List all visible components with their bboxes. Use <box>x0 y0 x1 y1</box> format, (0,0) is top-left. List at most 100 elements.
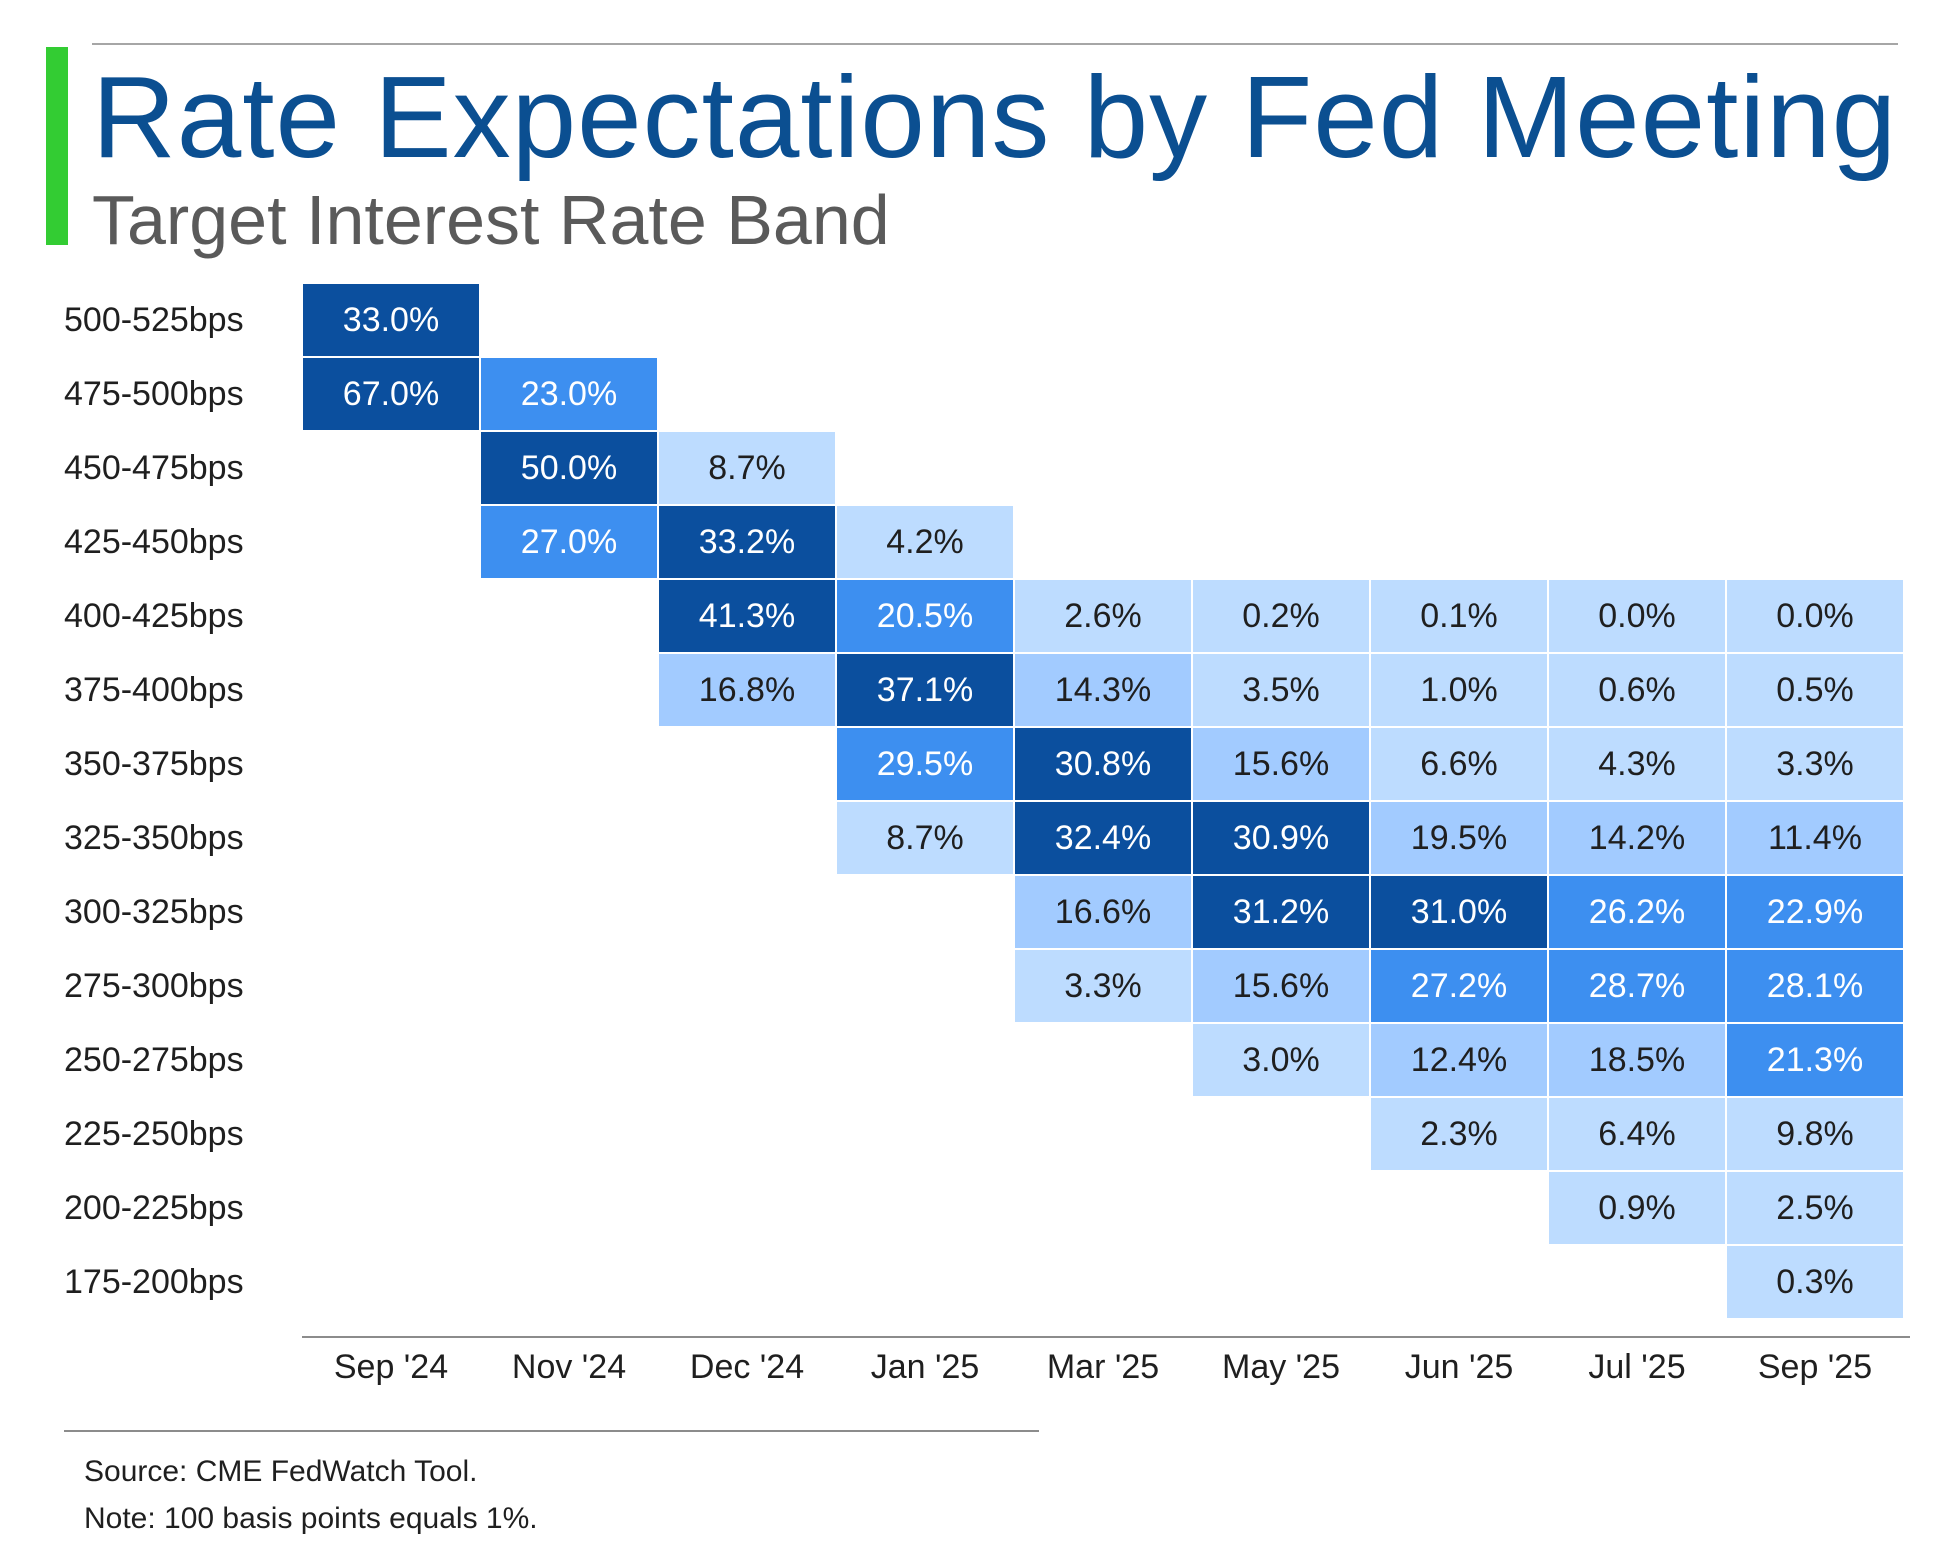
cell-value-label: 8.7% <box>886 819 964 857</box>
cell-value-label: 27.2% <box>1411 967 1507 1005</box>
chart-subtitle: Target Interest Rate Band <box>92 181 890 259</box>
heatmap-cell <box>1549 1024 1725 1096</box>
heatmap-cell <box>1193 876 1369 948</box>
row-label: 175-200bps <box>64 1263 244 1301</box>
cell-value-label: 26.2% <box>1589 893 1685 931</box>
heatmap-cell <box>837 802 1013 874</box>
heatmap-cell <box>1549 580 1725 652</box>
cell-value-label: 6.6% <box>1420 745 1498 783</box>
heatmap-cell <box>1193 802 1369 874</box>
heatmap-cell <box>659 432 835 504</box>
heatmap-cell <box>1549 654 1725 726</box>
cell-value-label: 37.1% <box>877 671 973 709</box>
heatmap-cell <box>1727 802 1903 874</box>
heatmap-cell <box>1193 580 1369 652</box>
accent-bar <box>46 47 68 245</box>
heatmap-chart: 500-525bps 475-500bps 450-475bps 425-450bps… <box>64 284 1910 1386</box>
row-label: 400-425bps <box>64 597 244 635</box>
heatmap-cell <box>659 506 835 578</box>
heatmap-cell <box>837 728 1013 800</box>
heatmap-cell <box>1371 802 1547 874</box>
cell-value-label: 19.5% <box>1411 819 1507 857</box>
cell-value-label: 8.7% <box>708 449 786 487</box>
cell-value-label: 2.6% <box>1064 597 1142 635</box>
row-label: 250-275bps <box>64 1041 244 1079</box>
heatmap-cell <box>1371 1098 1547 1170</box>
cell-value-label: 28.7% <box>1589 967 1685 1005</box>
x-tick-label: Jan '25 <box>871 1348 980 1386</box>
heatmap-cell <box>1015 802 1191 874</box>
cell-value-label: 41.3% <box>699 597 795 635</box>
chart-title: Rate Expectations by Fed Meeting <box>92 52 1898 182</box>
heatmap-cell <box>1549 950 1725 1022</box>
heatmap-cell <box>303 284 479 356</box>
heatmap-cell <box>1371 580 1547 652</box>
cell-value-label: 31.2% <box>1233 893 1329 931</box>
heatmap-cell <box>1371 728 1547 800</box>
source-rule <box>64 1430 1039 1432</box>
row-label: 325-350bps <box>64 819 244 857</box>
heatmap-cell <box>837 506 1013 578</box>
heatmap-cell <box>1727 950 1903 1022</box>
row-label: 500-525bps <box>64 301 244 339</box>
x-tick-label: Mar '25 <box>1047 1348 1159 1386</box>
cell-value-label: 4.2% <box>886 523 964 561</box>
heatmap-cell <box>1015 580 1191 652</box>
heatmap-cell <box>481 432 657 504</box>
cell-value-label: 3.5% <box>1242 671 1320 709</box>
cell-value-label: 20.5% <box>877 597 973 635</box>
heatmap-cell <box>1193 654 1369 726</box>
heatmap-cell <box>1727 580 1903 652</box>
heatmap-cell <box>1549 802 1725 874</box>
cell-value-label: 29.5% <box>877 745 973 783</box>
x-tick-label: Jun '25 <box>1405 1348 1514 1386</box>
top-rule <box>92 43 1898 45</box>
cell-value-label: 1.0% <box>1420 671 1498 709</box>
heatmap-cell <box>481 358 657 430</box>
cell-value-label: 9.8% <box>1776 1115 1854 1153</box>
cell-value-label: 21.3% <box>1767 1041 1863 1079</box>
row-label: 200-225bps <box>64 1189 244 1227</box>
cell-value-label: 67.0% <box>343 375 439 413</box>
heatmap-cell <box>1549 728 1725 800</box>
heatmap-cell <box>1727 1098 1903 1170</box>
cell-value-label: 0.1% <box>1420 597 1498 635</box>
cell-value-label: 0.0% <box>1598 597 1676 635</box>
cell-value-label: 22.9% <box>1767 893 1863 931</box>
source-note: Source: CME FedWatch Tool. <box>84 1455 478 1488</box>
cell-value-label: 3.0% <box>1242 1041 1320 1079</box>
heatmap-cell <box>1015 950 1191 1022</box>
cell-value-label: 28.1% <box>1767 967 1863 1005</box>
cell-value-label: 33.2% <box>699 523 795 561</box>
cell-value-label: 6.4% <box>1598 1115 1676 1153</box>
cell-value-label: 3.3% <box>1064 967 1142 1005</box>
heatmap-cell <box>659 654 835 726</box>
cell-value-label: 30.8% <box>1055 745 1151 783</box>
x-tick-label: May '25 <box>1222 1348 1340 1386</box>
cell-value-label: 16.8% <box>699 671 795 709</box>
row-label: 350-375bps <box>64 745 244 783</box>
heatmap-cell <box>1727 1172 1903 1244</box>
heatmap-cell <box>1727 654 1903 726</box>
heatmap-cell <box>1193 728 1369 800</box>
cell-value-label: 27.0% <box>521 523 617 561</box>
cell-value-label: 0.6% <box>1598 671 1676 709</box>
row-label: 300-325bps <box>64 893 244 931</box>
cell-value-label: 12.4% <box>1411 1041 1507 1079</box>
heatmap-cell <box>303 358 479 430</box>
cell-value-label: 0.0% <box>1776 597 1854 635</box>
heatmap-cell <box>837 580 1013 652</box>
cell-value-label: 2.3% <box>1420 1115 1498 1153</box>
cell-value-label: 18.5% <box>1589 1041 1685 1079</box>
row-label: 475-500bps <box>64 375 244 413</box>
cell-value-label: 50.0% <box>521 449 617 487</box>
heatmap-cell <box>1371 654 1547 726</box>
heatmap-cell <box>1193 950 1369 1022</box>
row-label: 225-250bps <box>64 1115 244 1153</box>
cell-value-label: 14.3% <box>1055 671 1151 709</box>
cell-value-label: 11.4% <box>1768 819 1862 857</box>
row-label: 425-450bps <box>64 523 244 561</box>
cell-value-label: 0.5% <box>1776 671 1854 709</box>
cell-value-label: 14.2% <box>1589 819 1685 857</box>
row-label: 375-400bps <box>64 671 244 709</box>
